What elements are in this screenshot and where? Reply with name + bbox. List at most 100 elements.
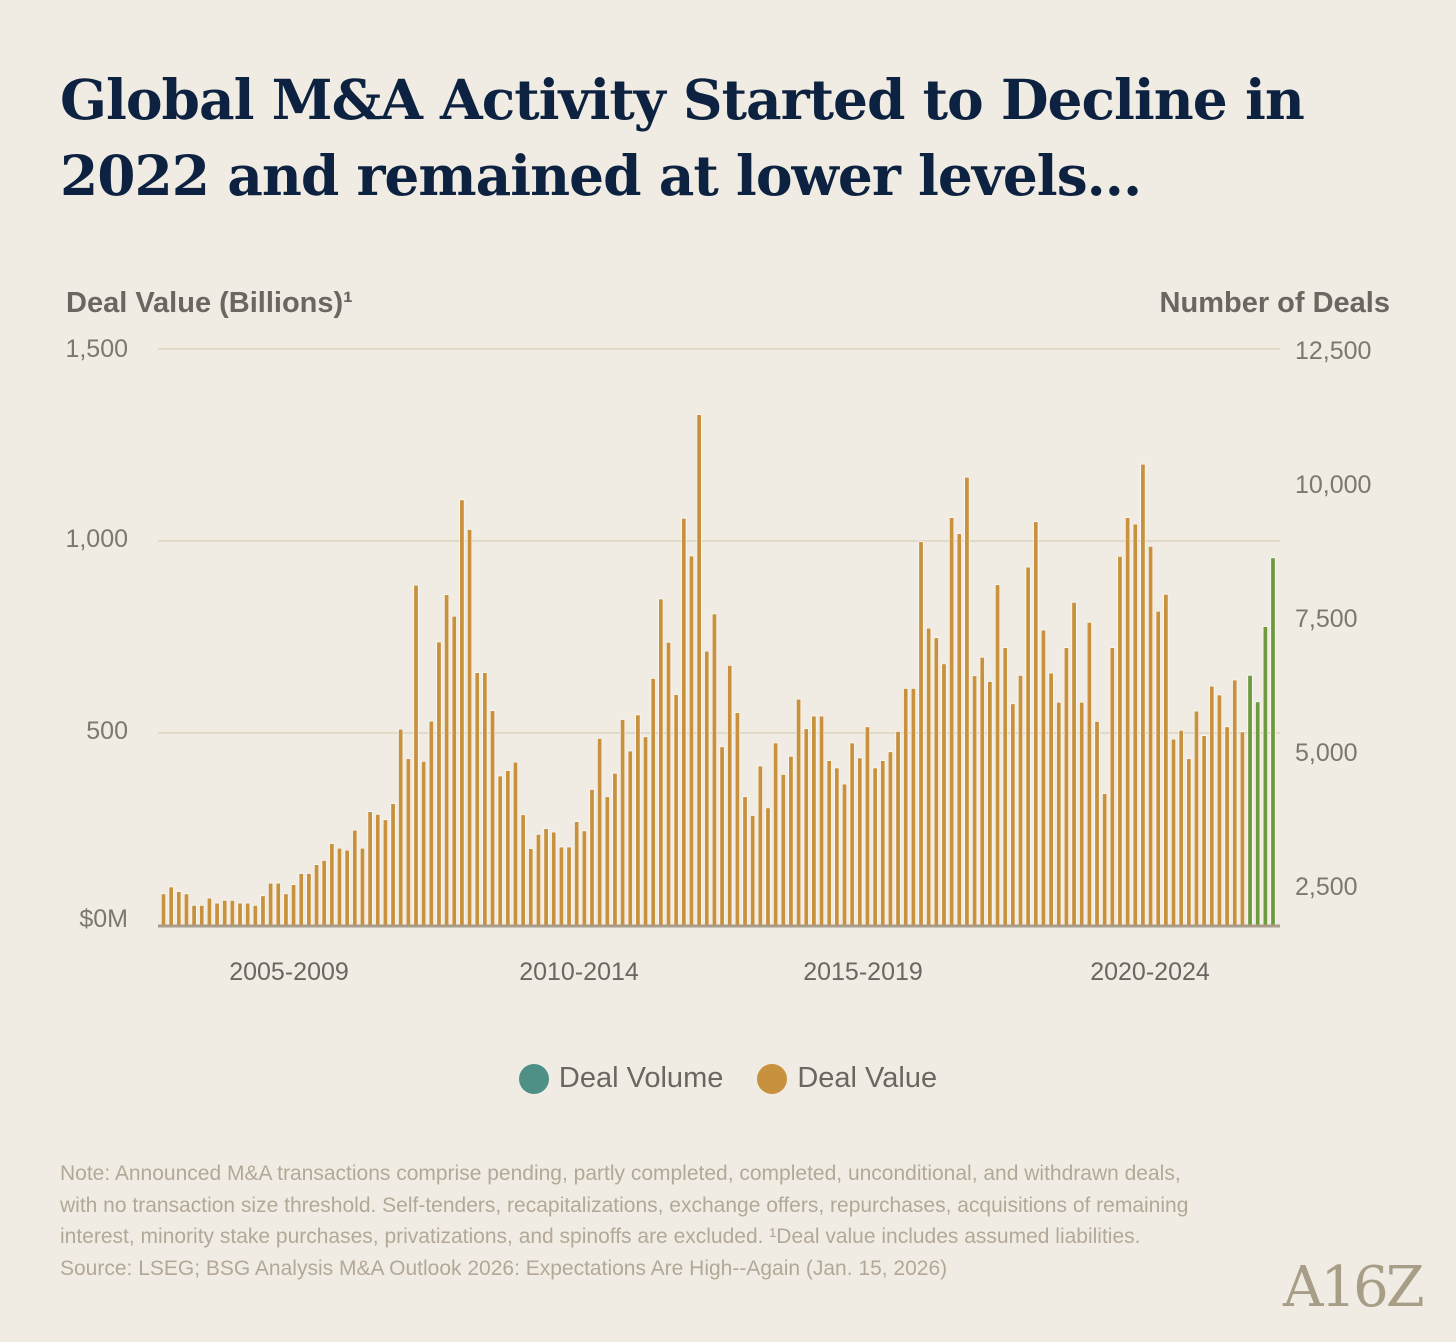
bar-deal-value — [528, 848, 534, 926]
bar-deal-value — [635, 714, 641, 926]
bar-deal-value — [796, 698, 802, 926]
bar-deal-value — [1140, 463, 1146, 926]
bar-deal-value — [650, 678, 656, 926]
bar-deal-value — [1224, 726, 1230, 926]
bar-deal-value — [551, 831, 557, 926]
bar-deal-value — [520, 814, 526, 926]
bar-deal-value — [780, 774, 786, 926]
y-tick-right: 5,000 — [1295, 739, 1358, 767]
bar-deal-value — [872, 767, 878, 926]
bar-deal-value — [1017, 675, 1023, 926]
bar-deal-value — [719, 746, 725, 926]
bar-deal-value — [1010, 703, 1016, 926]
x-tick: 2020-2024 — [1090, 958, 1210, 986]
bar-deal-value — [359, 847, 365, 926]
bar-deal-value — [727, 665, 733, 926]
bar-deal-value — [949, 517, 955, 926]
bar-deal-value — [773, 742, 779, 926]
bar-deal-value — [291, 884, 297, 926]
bar-deal-value — [1040, 629, 1046, 926]
bar-deal-value — [933, 637, 939, 926]
bar-deal-value — [482, 672, 488, 926]
bar-deal-value — [926, 627, 932, 926]
bar-deal-value — [1063, 647, 1069, 926]
y-tick-left: 1,500 — [65, 335, 128, 363]
y-tick-left: 500 — [86, 717, 128, 745]
source-text: Source: LSEG; BSG Analysis M&A Outlook 2… — [60, 1256, 948, 1280]
bar-deal-value — [803, 728, 809, 926]
bar-deal-value — [1155, 610, 1161, 926]
bar-deal-value — [849, 742, 855, 926]
bar-deal-value — [597, 738, 603, 926]
bar-deal-value — [1171, 738, 1177, 926]
bar-deal-value — [260, 895, 266, 926]
bar-deal-value — [390, 803, 396, 926]
y-tick-right: 7,500 — [1295, 605, 1358, 633]
bar-deal-value — [880, 760, 886, 926]
y-tick-right: 12,500 — [1295, 337, 1372, 365]
bar-deal-value — [864, 726, 870, 926]
bar-deal-value — [1270, 557, 1276, 926]
bar-deal-value — [1163, 594, 1169, 926]
bar-deal-value — [168, 886, 174, 926]
bar-deal-value — [612, 773, 618, 926]
bar-deal-value — [704, 650, 710, 926]
bar-deal-value — [421, 761, 427, 926]
bar-deal-value — [1262, 626, 1268, 926]
bar-deal-value — [643, 736, 649, 926]
bar-deal-value — [497, 775, 503, 926]
bar-deal-value — [490, 710, 496, 926]
bar-deal-value — [811, 715, 817, 926]
bar-deal-value — [344, 849, 350, 926]
bar-deal-value — [428, 720, 434, 926]
bar-deal-value — [405, 758, 411, 926]
bar-deal-value — [757, 765, 763, 926]
bar-deal-value — [505, 770, 511, 926]
bar-deal-value — [589, 789, 595, 926]
bar-deal-value — [826, 760, 832, 926]
bar-deal-value — [275, 882, 281, 926]
legend-swatch-deal-value — [757, 1063, 788, 1094]
bar-deal-value — [620, 719, 626, 926]
bar-deal-value — [566, 846, 572, 926]
bar-deal-value — [956, 533, 962, 926]
note-text: Note: Announced M&A transactions compris… — [60, 1162, 1189, 1248]
bar-deal-value — [222, 900, 228, 926]
y-tick-left: $0M — [79, 905, 128, 933]
bar-deal-value — [1201, 735, 1207, 926]
bar-deal-value — [161, 893, 167, 926]
bar-deal-value — [298, 873, 304, 926]
bar-deal-value — [382, 819, 388, 926]
bar-deal-value — [237, 902, 243, 926]
bar-deal-value — [474, 672, 480, 926]
bar-deal-value — [941, 663, 947, 926]
bar-deal-value — [1033, 521, 1039, 926]
bar-deal-value — [895, 731, 901, 926]
bar-deal-value — [711, 613, 717, 926]
bar-deal-value — [604, 796, 610, 926]
bar-deal-value — [1102, 793, 1108, 926]
bar-deal-value — [857, 757, 863, 926]
bar-deal-value — [842, 783, 848, 926]
bar-deal-value — [436, 641, 442, 926]
bar-deal-value — [206, 897, 212, 926]
bar-deal-value — [467, 529, 473, 926]
bar-deal-value — [1109, 647, 1115, 926]
bar-deal-value — [581, 830, 587, 926]
y-tick-right: 10,000 — [1295, 471, 1372, 499]
bar-deal-value — [910, 688, 916, 926]
bar-deal-value — [1086, 622, 1092, 926]
bar-deal-value — [788, 756, 794, 926]
bar-deal-value — [314, 864, 320, 926]
bar-deal-value — [834, 767, 840, 926]
bar-deal-value — [1247, 675, 1253, 926]
bar-deal-value — [734, 712, 740, 926]
y-axis-title-left: Deal Value (Billions)¹ — [66, 287, 353, 319]
footnote: Note: Announced M&A transactions compris… — [60, 1158, 1210, 1284]
bar-deal-value — [1079, 701, 1085, 926]
bar-deal-value — [336, 847, 342, 926]
bar-deal-value — [1056, 701, 1062, 926]
bar-deal-value — [1148, 546, 1154, 926]
bar-deal-value — [742, 796, 748, 926]
